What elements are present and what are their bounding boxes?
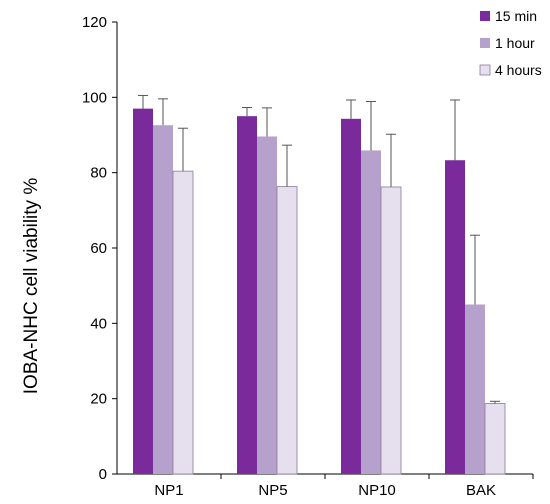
legend-swatch bbox=[479, 64, 491, 76]
legend-label: 1 hour bbox=[495, 35, 535, 51]
bar-4-hours-NP1 bbox=[172, 170, 194, 475]
category-label: NP10 bbox=[358, 482, 396, 499]
y-tick-label: 0 bbox=[99, 466, 107, 483]
y-tick-label: 20 bbox=[90, 391, 107, 408]
y-tick-label: 60 bbox=[90, 240, 107, 257]
y-tick-label: 120 bbox=[82, 14, 107, 31]
y-axis-ticks: 0 20 40 60 80 100 120 bbox=[82, 14, 117, 483]
y-axis-title: IOBA-NHC cell viability % bbox=[21, 178, 42, 395]
legend-label: 15 min bbox=[495, 8, 537, 24]
y-tick-label: 80 bbox=[90, 165, 107, 182]
plot-area bbox=[116, 22, 533, 475]
legend-swatch bbox=[480, 11, 490, 21]
y-tick-label: 100 bbox=[82, 89, 107, 106]
y-tick-label: 40 bbox=[90, 315, 107, 332]
bar-15-min-NP1 bbox=[133, 108, 153, 474]
x-axis-categories: NP1 NP5 NP10 BAK bbox=[154, 474, 534, 499]
bar-4-hours-BAK bbox=[484, 403, 506, 475]
legend-swatch bbox=[480, 38, 490, 48]
bar-1-hour-NP5 bbox=[257, 136, 277, 475]
bar-15-min-NP10 bbox=[341, 118, 361, 474]
bar-15-min-NP5 bbox=[237, 116, 257, 475]
bar-4-hours-NP5 bbox=[276, 186, 298, 475]
legend-label: 4 hours bbox=[495, 62, 542, 78]
bar-1-hour-NP10 bbox=[361, 150, 381, 474]
legend: 15 min 1 hour 4 hours bbox=[479, 8, 542, 78]
category-label: BAK bbox=[466, 482, 496, 499]
bar-1-hour-BAK bbox=[465, 304, 485, 474]
category-label: NP5 bbox=[258, 482, 287, 499]
bar-4-hours-NP10 bbox=[380, 186, 402, 475]
bar-15-min-BAK bbox=[445, 160, 465, 474]
category-label: NP1 bbox=[154, 482, 183, 499]
bar-1-hour-NP1 bbox=[153, 125, 173, 474]
